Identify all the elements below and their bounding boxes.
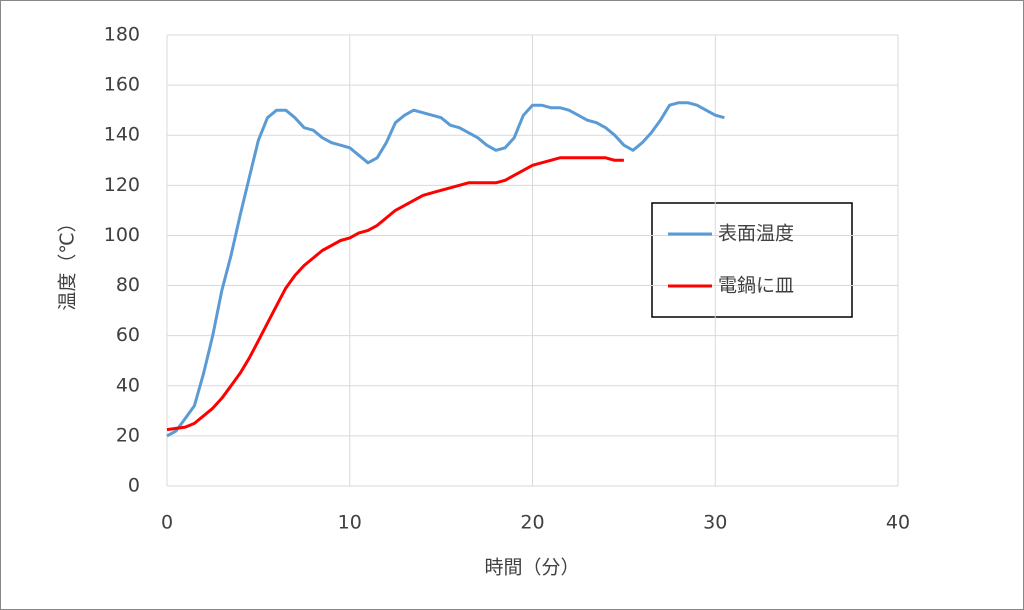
x-tick-label: 0	[161, 512, 173, 534]
y-tick-label: 140	[104, 124, 140, 146]
x-tick-label: 20	[520, 512, 544, 534]
y-tick-label: 120	[104, 174, 140, 196]
x-tick-label: 30	[703, 512, 727, 534]
legend	[651, 202, 853, 318]
line-series	[166, 101, 725, 438]
x-axis-title: 時間（分）	[484, 557, 579, 579]
legend-label: 電鍋に皿	[718, 275, 794, 297]
y-tick-label: 20	[116, 424, 140, 446]
y-tick-label: 100	[104, 224, 140, 246]
y-tick-label: 160	[104, 74, 140, 96]
y-tick-label: 0	[128, 475, 140, 497]
line-series	[166, 156, 624, 432]
y-tick-label: 180	[104, 24, 140, 46]
y-tick-label: 60	[116, 324, 140, 346]
y-tick-label: 40	[116, 374, 140, 396]
x-tick-label: 40	[886, 512, 910, 534]
x-tick-label: 10	[338, 512, 362, 534]
y-axis-title: 温度（℃）	[57, 213, 79, 310]
y-tick-label: 80	[116, 274, 140, 296]
legend-label: 表面温度	[718, 223, 794, 245]
